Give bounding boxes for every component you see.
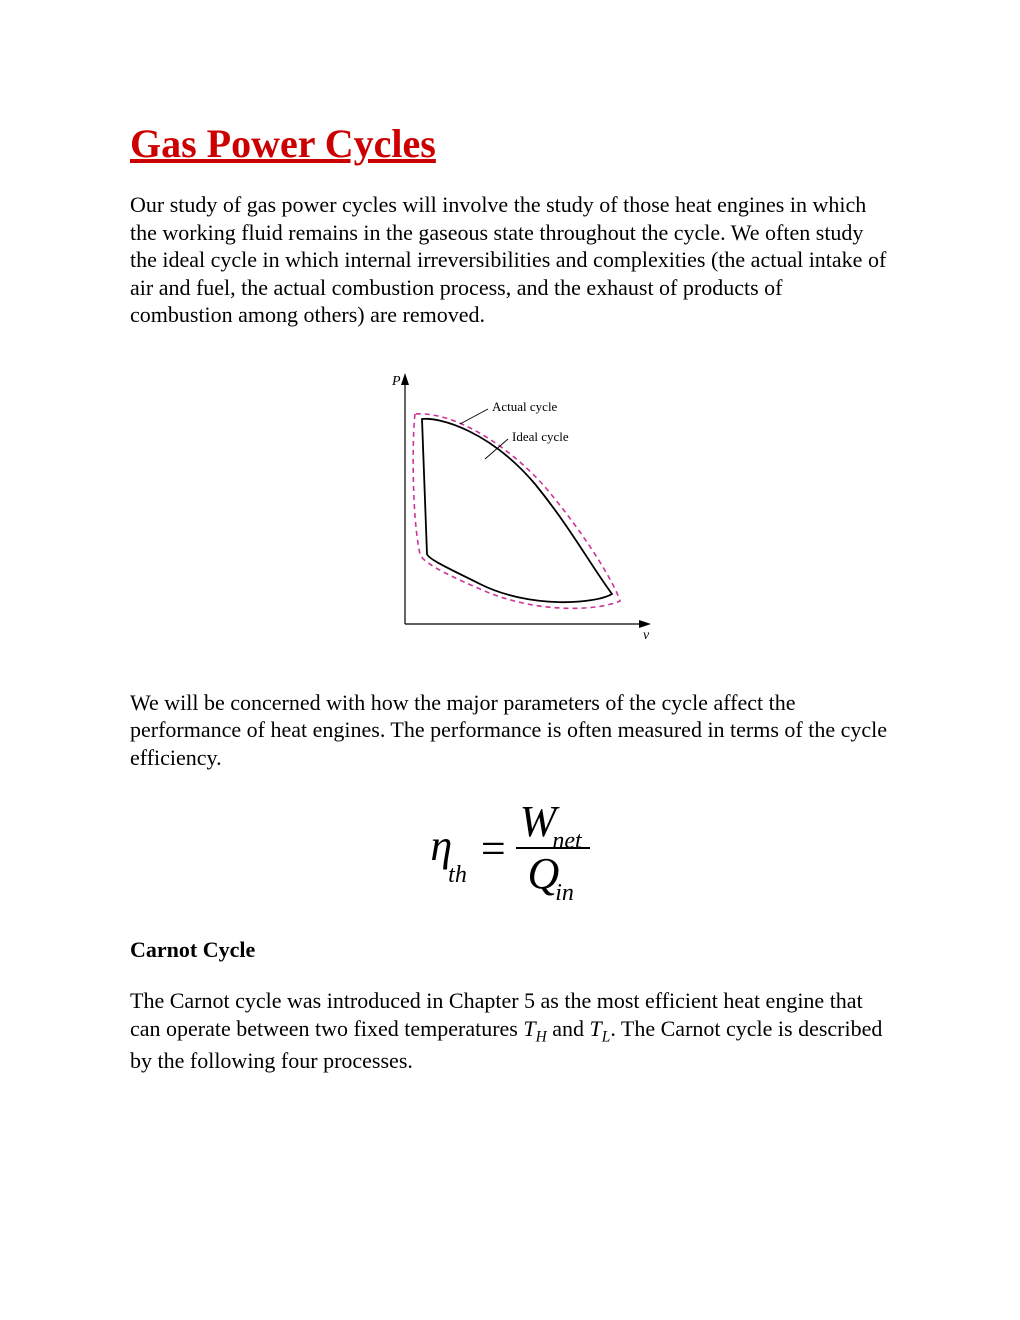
intro-paragraph-2: We will be concerned with how the major … (130, 689, 890, 772)
carnot-paragraph: The Carnot cycle was introduced in Chapt… (130, 987, 890, 1074)
ideal-cycle-label: Ideal cycle (512, 429, 569, 444)
eq-denominator: Qin (523, 851, 581, 897)
x-axis-label: v (643, 628, 650, 639)
eq-fraction: Wnet Qin (516, 799, 590, 897)
y-axis-label: P (391, 374, 401, 389)
eq-equals: = (481, 823, 506, 874)
efficiency-equation: ηth = Wnet Qin (130, 799, 890, 897)
page-title: Gas Power Cycles (130, 120, 890, 167)
x-axis-arrow (639, 620, 651, 628)
intro-paragraph-1: Our study of gas power cycles will invol… (130, 191, 890, 329)
eq-numerator: Wnet (516, 799, 590, 845)
eq-eta: ηth (430, 820, 471, 877)
actual-cycle-label: Actual cycle (492, 399, 558, 414)
ideal-cycle-curve (422, 418, 612, 601)
y-axis-arrow (401, 373, 409, 385)
carnot-subheading: Carnot Cycle (130, 937, 890, 963)
actual-leader (460, 409, 488, 424)
pv-diagram-svg: P v Actual cycle Ideal cycle (360, 359, 660, 639)
pv-diagram: P v Actual cycle Ideal cycle (130, 359, 890, 639)
